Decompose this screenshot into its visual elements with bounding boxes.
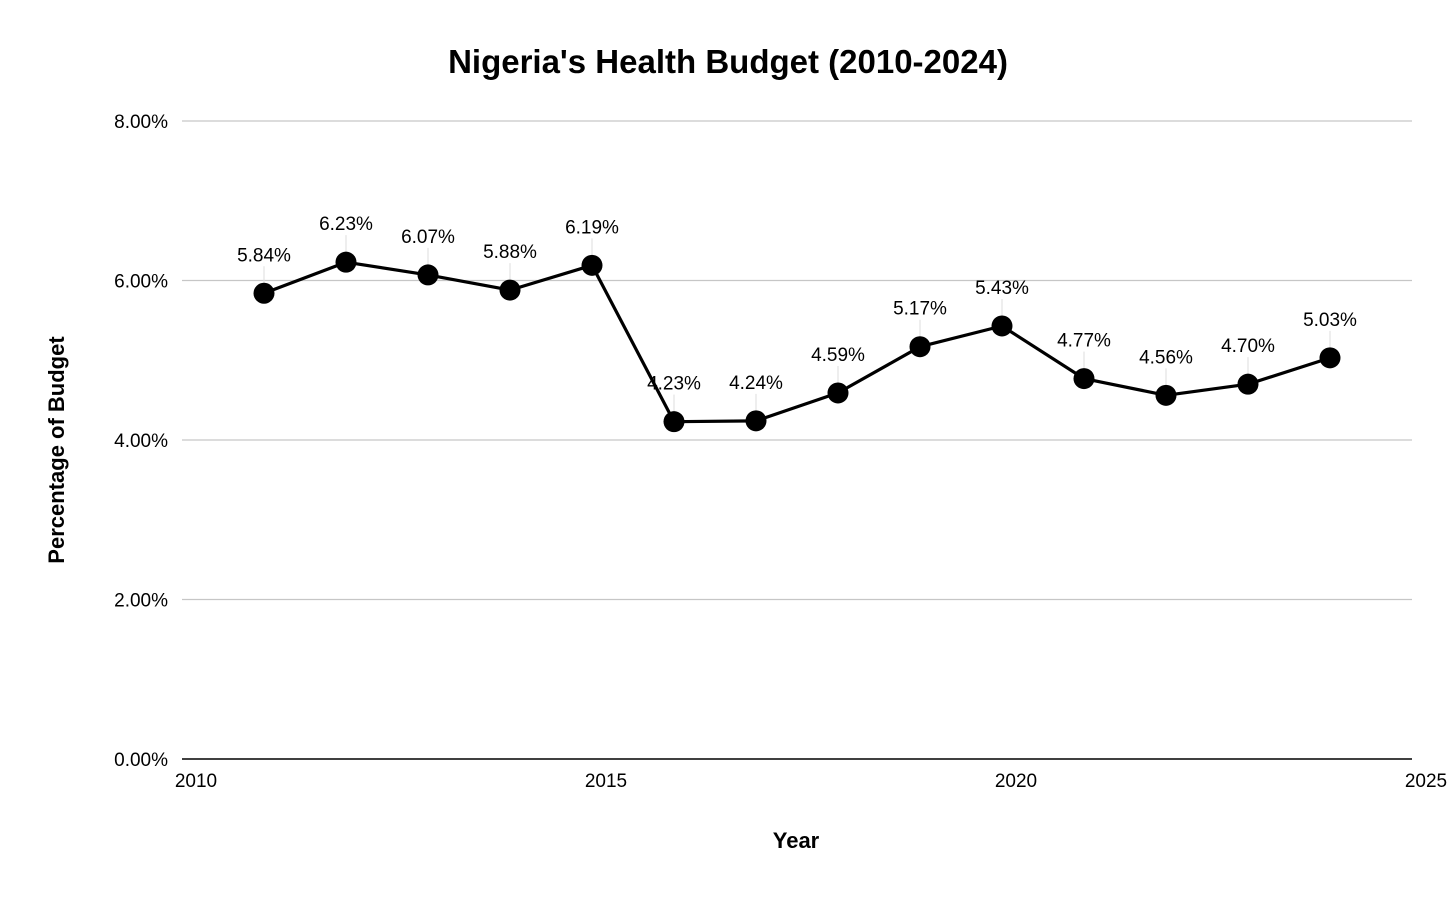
data-label: 6.19% (565, 217, 619, 238)
x-axis-title: Year (773, 828, 820, 853)
data-label: 4.23% (647, 374, 701, 395)
data-point (499, 279, 521, 301)
data-label: 4.59% (811, 345, 865, 366)
x-tick-label: 2015 (585, 771, 627, 792)
data-label: 5.17% (893, 299, 947, 320)
data-label-leaders (263, 235, 1331, 412)
x-axis-ticks: 2010 2015 2020 2025 (175, 771, 1447, 792)
data-labels: 5.84% 6.23% 6.07% 5.88% 6.19% 4.23% 4.24% 4.59%… (237, 214, 1357, 395)
data-point (253, 282, 275, 304)
y-tick-label: 0.00% (114, 750, 168, 771)
data-label: 4.56% (1139, 347, 1193, 368)
series-lines (263, 260, 1331, 424)
data-label: 5.03% (1303, 310, 1357, 331)
y-tick-label: 6.00% (114, 272, 168, 293)
data-point (581, 254, 603, 276)
data-point (991, 315, 1013, 337)
data-point (1237, 373, 1259, 395)
data-label: 4.24% (729, 373, 783, 394)
y-axis-ticks: 0.00% 2.00% 4.00% 6.00% 8.00% (114, 112, 168, 771)
data-point (1073, 368, 1095, 390)
data-label: 6.23% (319, 214, 373, 235)
x-tick-label: 2020 (995, 771, 1037, 792)
data-point (745, 410, 767, 432)
y-tick-label: 2.00% (114, 591, 168, 612)
data-point (909, 336, 931, 358)
data-point (827, 382, 849, 404)
gridlines (182, 120, 1412, 760)
data-point (417, 264, 439, 286)
y-tick-label: 4.00% (114, 431, 168, 452)
series-line (263, 260, 1331, 424)
data-label: 6.07% (401, 227, 455, 248)
y-tick-label: 8.00% (114, 112, 168, 133)
x-tick-label: 2025 (1405, 771, 1447, 792)
data-point (335, 251, 357, 273)
data-point (663, 411, 685, 433)
data-point (1155, 384, 1177, 406)
chart-title: Nigeria's Health Budget (2010-2024) (448, 43, 1008, 80)
data-label: 5.88% (483, 242, 537, 263)
data-label: 4.77% (1057, 331, 1111, 352)
data-label: 4.70% (1221, 336, 1275, 357)
x-tick-label: 2010 (175, 771, 217, 792)
data-label: 5.84% (237, 245, 291, 266)
y-axis-title: Percentage of Budget (44, 336, 69, 564)
data-points (253, 251, 1341, 433)
data-point (1319, 347, 1341, 369)
data-label: 5.43% (975, 278, 1029, 299)
